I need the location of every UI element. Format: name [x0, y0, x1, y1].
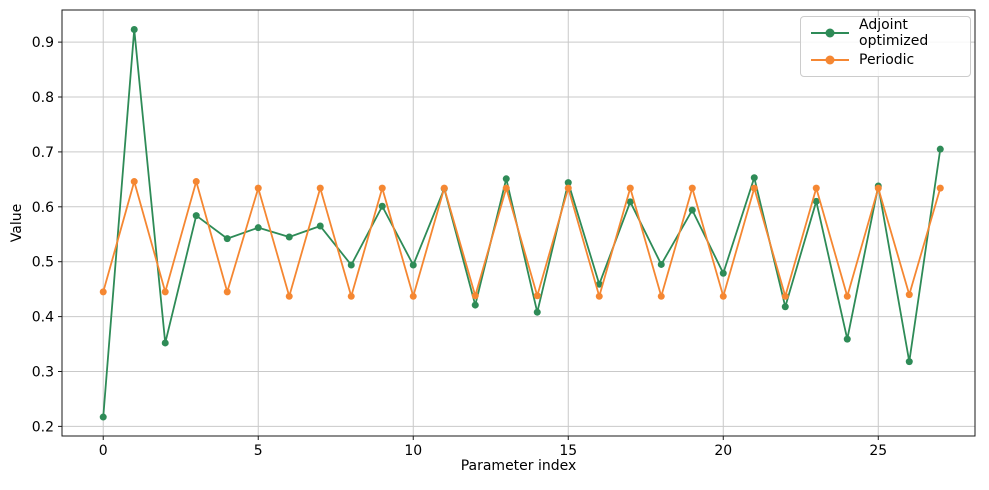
data-point-marker	[595, 292, 603, 300]
series-line	[102, 28, 942, 418]
data-point-marker	[502, 184, 510, 192]
data-point-marker	[440, 184, 448, 192]
data-point-marker	[936, 184, 944, 192]
x-tick-label: 25	[869, 443, 887, 459]
data-point-marker	[192, 178, 200, 186]
data-point-marker	[409, 261, 417, 269]
plot-border	[61, 9, 976, 437]
y-axis-label: Value	[9, 203, 25, 243]
data-point-marker	[254, 184, 262, 192]
data-point-marker	[595, 280, 603, 288]
x-axis-label: Parameter index	[460, 458, 577, 474]
data-point-marker	[688, 184, 696, 192]
y-tick-label: 0.3	[32, 364, 54, 380]
legend-line-marker-icon	[811, 28, 849, 38]
data-point-marker	[192, 212, 200, 220]
data-point-marker	[347, 261, 355, 269]
data-point-marker	[378, 184, 386, 192]
data-point-marker	[719, 292, 727, 300]
x-tick-label: 15	[559, 443, 577, 459]
data-point-marker	[285, 233, 293, 241]
y-tick-label: 0.2	[32, 419, 54, 435]
data-point-marker	[130, 178, 138, 186]
data-point-marker	[223, 235, 231, 243]
data-point-marker	[719, 269, 727, 277]
data-point-marker	[471, 301, 479, 309]
data-point-marker	[626, 184, 634, 192]
legend-label: Adjoint optimized	[859, 17, 929, 49]
data-point-marker	[905, 358, 913, 366]
data-point-marker	[564, 179, 572, 187]
data-point-marker	[843, 335, 851, 343]
data-point-marker	[688, 206, 696, 214]
data-point-marker	[378, 202, 386, 210]
data-point-marker	[502, 175, 510, 183]
data-point-marker	[99, 413, 107, 421]
legend-label: Periodic	[859, 52, 915, 68]
data-point-marker	[936, 145, 944, 153]
legend: Adjoint optimized Periodic	[800, 16, 971, 77]
data-point-marker	[254, 224, 262, 232]
data-point-marker	[781, 303, 789, 311]
y-tick-label: 0.8	[32, 90, 54, 106]
data-point-marker	[812, 197, 820, 205]
x-tick-label: 10	[404, 443, 422, 459]
data-point-marker	[316, 222, 324, 230]
data-point-marker	[905, 291, 913, 299]
x-tick-label: 20	[714, 443, 732, 459]
data-point-marker	[812, 184, 820, 192]
data-point-marker	[564, 184, 572, 192]
y-tick-label: 0.4	[32, 310, 54, 326]
data-point-marker	[161, 288, 169, 296]
legend-item-adjoint-optimized: Adjoint optimized	[801, 17, 970, 49]
data-point-marker	[161, 339, 169, 347]
x-tick-label: 5	[254, 443, 263, 459]
data-point-marker	[285, 292, 293, 300]
data-point-marker	[657, 292, 665, 300]
data-point-marker	[409, 292, 417, 300]
x-tick-label: 0	[99, 443, 108, 459]
y-tick-label: 0.7	[32, 145, 54, 161]
data-point-marker	[130, 25, 138, 33]
data-point-marker	[750, 184, 758, 192]
data-point-marker	[316, 184, 324, 192]
series-line	[102, 180, 942, 298]
data-point-marker	[347, 292, 355, 300]
data-point-marker	[874, 184, 882, 192]
y-tick-label: 0.9	[32, 35, 54, 51]
data-point-marker	[626, 198, 634, 206]
data-point-marker	[99, 288, 107, 296]
legend-line-marker-icon	[811, 55, 849, 65]
data-point-marker	[843, 292, 851, 300]
data-point-marker	[781, 292, 789, 300]
y-tick-label: 0.6	[32, 200, 54, 216]
data-point-marker	[471, 292, 479, 300]
data-point-marker	[657, 260, 665, 268]
legend-item-periodic: Periodic	[801, 47, 970, 73]
data-point-marker	[533, 292, 541, 300]
data-point-marker	[223, 288, 231, 296]
y-tick-label: 0.5	[32, 255, 54, 271]
data-point-marker	[533, 308, 541, 316]
data-point-marker	[750, 174, 758, 182]
